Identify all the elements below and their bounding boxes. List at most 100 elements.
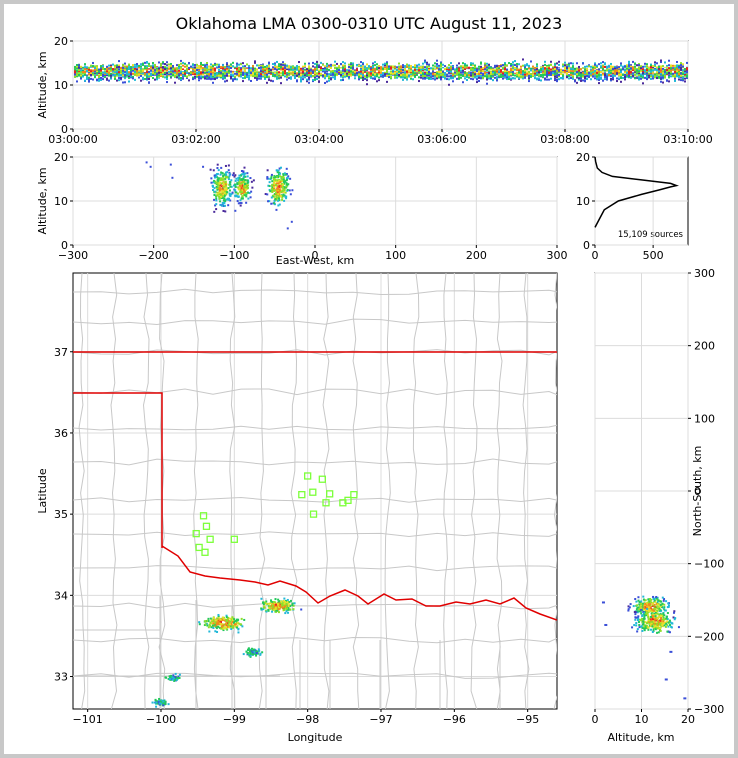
time-source-mark [382,63,384,66]
time-source-mark [212,81,214,84]
time-source-mark [440,76,442,79]
time-source-mark [592,72,594,75]
time-source-mark [136,63,138,66]
time-source-mark [146,73,148,76]
time-source-mark [402,64,404,67]
time-source-mark [594,71,596,74]
time-source-mark [420,68,422,71]
time-source-mark [422,75,424,78]
time-source-mark [458,73,460,76]
map-ylabel: Latitude [36,468,49,514]
time-source-mark [572,75,574,78]
time-source-mark [628,62,630,65]
time-source-mark [266,81,268,84]
time-source-mark [134,67,136,70]
time-source-mark [248,74,250,77]
time-source-mark [572,72,574,75]
time-source-mark [432,70,434,73]
time-source-mark [402,66,404,69]
time-source-mark [592,66,594,69]
time-source-mark [464,77,466,80]
time-source-mark [666,66,668,69]
time-source-mark [604,65,606,68]
time-source-mark [638,64,640,67]
time-source-mark [158,70,160,73]
time-source-mark [536,68,538,71]
time-source-mark [634,77,636,80]
time-source-mark [362,68,364,71]
time-source-mark [78,66,80,69]
time-source-mark [214,74,216,77]
time-source-mark [566,66,568,69]
time-source-mark [182,61,184,64]
time-source-mark [102,67,104,70]
time-source-mark [602,64,604,67]
time-source-mark [408,69,410,72]
time-source-mark [150,69,152,72]
time-source-mark [584,79,586,82]
time-source-mark [152,62,154,65]
time-source-mark [128,67,130,70]
time-source-mark [520,76,522,79]
time-source-mark [388,65,390,68]
time-source-mark [122,68,124,71]
time-source-mark [514,67,516,70]
time-source-mark [592,68,594,71]
time-source-mark [320,69,322,72]
time-source-mark [550,63,552,66]
time-source-mark [418,63,420,66]
time-source-mark [140,74,142,77]
time-source-mark [254,72,256,75]
time-source-mark [402,78,404,81]
time-source-mark [578,77,580,80]
time-source-mark [294,74,296,77]
time-source-mark [260,76,262,79]
time-source-mark [230,70,232,73]
time-source-mark [580,68,582,71]
time-source-mark [234,75,236,78]
time-source-mark [576,71,578,74]
time-source-mark [446,75,448,78]
time-source-mark [358,64,360,67]
time-source-mark [446,73,448,76]
time-source-mark [614,65,616,68]
time-source-mark [582,71,584,74]
time-source-mark [342,64,344,67]
time-source-mark [530,75,532,78]
time-source-mark [664,76,666,79]
time-source-mark [642,76,644,79]
time-source-mark [550,77,552,80]
time-source-mark [646,72,648,75]
time-source-mark [312,65,314,68]
time-source-mark [158,66,160,69]
time-source-mark [626,64,628,67]
time-source-mark [296,74,298,77]
county-boundary [258,273,266,709]
time-source-mark [572,62,574,65]
time-source-mark [314,74,316,77]
time-source-mark [468,68,470,71]
time-source-mark [566,68,568,71]
time-source-mark [164,65,166,68]
time-source-mark [368,72,370,75]
time-source-mark [424,61,426,64]
time-source-mark [248,66,250,69]
time-source-mark [420,73,422,76]
time-source-mark [652,74,654,77]
time-source-mark [300,80,302,83]
time-source-mark [220,74,222,77]
time-source-mark [454,72,456,75]
time-source-mark [200,67,202,70]
time-source-mark [308,62,310,65]
time-source-mark [340,68,342,71]
time-source-mark [110,76,112,79]
time-source-mark [204,75,206,78]
time-source-mark [256,71,258,74]
time-source-mark [522,70,524,73]
time-source-mark [236,67,238,70]
time-source-mark [664,74,666,77]
time-source-mark [580,79,582,82]
time-source-mark [644,76,646,79]
time-source-mark [478,73,480,76]
time-source-mark [208,76,210,79]
